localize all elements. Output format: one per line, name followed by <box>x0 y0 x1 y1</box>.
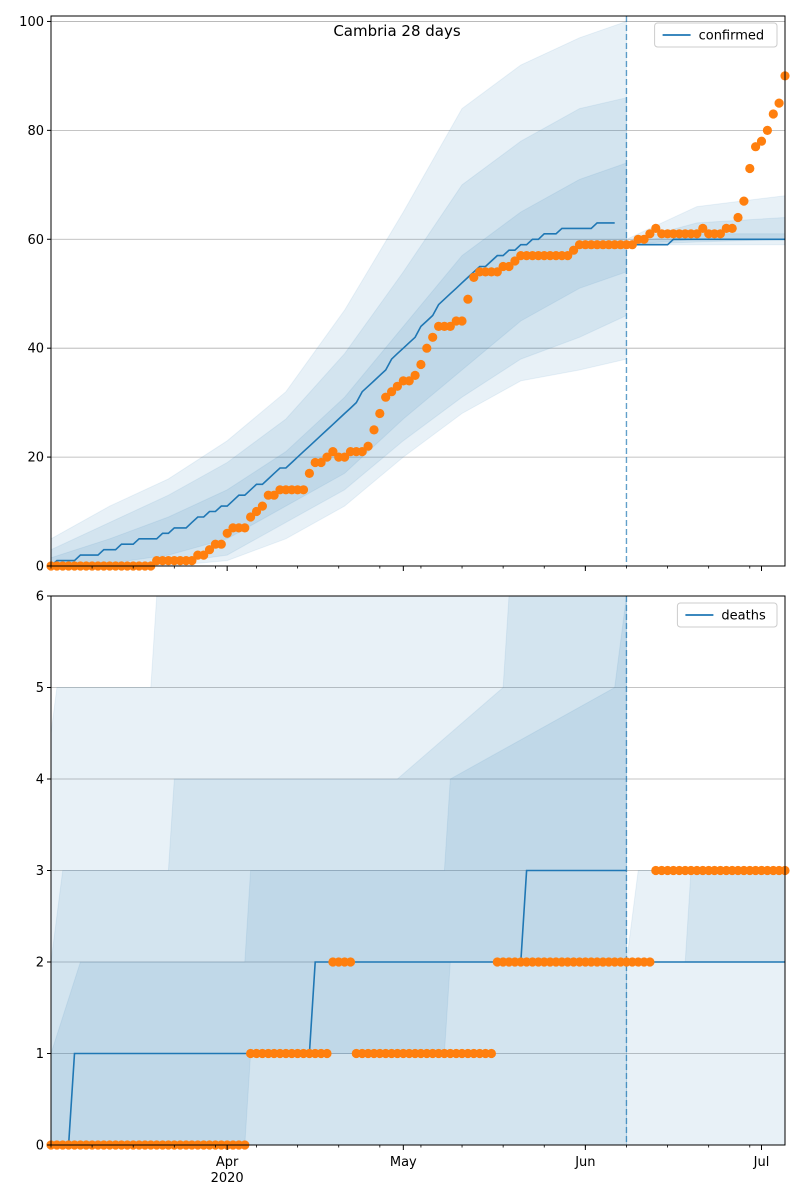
observed-point <box>387 387 397 397</box>
observed-point <box>410 370 420 380</box>
observed-point <box>381 392 391 402</box>
observed-point <box>298 485 309 495</box>
observed-point <box>739 196 749 206</box>
observed-point <box>756 136 767 146</box>
y-tick-label: 0 <box>36 1139 44 1154</box>
observed-point <box>369 425 379 435</box>
legend-box <box>676 602 778 628</box>
legend-label: confirmed <box>699 29 765 44</box>
observed-point <box>187 556 197 566</box>
y-tick-label: 20 <box>27 451 44 466</box>
observed-point <box>204 545 215 555</box>
chart-title: Cambria 28 days <box>333 22 461 40</box>
series-line <box>51 869 627 1145</box>
observed-point <box>692 229 702 239</box>
observed-point <box>445 321 455 331</box>
plot-area <box>51 596 785 1145</box>
observed-point <box>569 245 579 255</box>
observed-point <box>269 490 279 500</box>
x-tick-label: Apr <box>216 1155 239 1170</box>
confirmed-panel: 0 20 40 60 80 100 confirmed <box>19 15 790 575</box>
observed-point <box>257 501 267 511</box>
observed-point <box>457 316 467 326</box>
series-line <box>51 222 615 566</box>
observed-point <box>627 240 637 250</box>
y-tick-label: 80 <box>27 124 44 139</box>
y-tick-label: 0 <box>36 560 44 575</box>
y-tick-label: 60 <box>27 233 44 248</box>
observed-point <box>322 452 332 462</box>
x-tick-label: Jul <box>753 1155 770 1170</box>
observed-point <box>463 294 473 304</box>
observed-point <box>745 163 755 174</box>
observed-point <box>645 957 655 967</box>
axes-frame <box>50 15 786 567</box>
observed-point <box>216 539 226 549</box>
observed-point <box>698 223 708 233</box>
uncertainty-band <box>51 596 627 1145</box>
observed-point <box>199 550 209 560</box>
observed-point <box>774 98 784 108</box>
x-tick-year-label: 2020 <box>211 1171 244 1186</box>
uncertainty-band <box>626 870 785 1145</box>
observed-point <box>428 332 438 342</box>
y-tick-label: 3 <box>36 864 44 879</box>
observed-point <box>422 343 432 353</box>
observed-point <box>651 223 661 233</box>
observed-point <box>727 223 737 233</box>
plot-area <box>51 20 785 566</box>
y-tick-label: 100 <box>19 15 44 30</box>
observed-point <box>639 234 649 244</box>
y-tick-label: 6 <box>36 590 44 605</box>
observed-point <box>416 359 426 370</box>
observed-point <box>322 1048 332 1059</box>
observed-point <box>563 251 573 261</box>
observed-point <box>345 957 356 967</box>
legend-box <box>654 22 778 48</box>
observed-point <box>486 1048 496 1059</box>
observed-point <box>316 457 326 468</box>
observed-point <box>357 447 367 457</box>
observed-point <box>246 512 256 522</box>
legend: deaths <box>676 602 778 628</box>
y-tick-label: 5 <box>36 681 44 696</box>
observed-point <box>469 272 479 282</box>
observed-point <box>392 381 402 391</box>
observed-point <box>492 267 502 277</box>
observed-points <box>46 71 790 571</box>
observed-point <box>375 408 385 419</box>
observed-point <box>645 229 655 239</box>
uncertainty-band <box>51 596 627 1145</box>
observed-point <box>768 109 778 119</box>
observed-point <box>733 212 743 223</box>
observed-point <box>240 523 250 533</box>
observed-point <box>328 447 338 457</box>
legend-label: deaths <box>721 609 766 624</box>
observed-point <box>251 506 262 517</box>
y-tick-label: 4 <box>36 773 44 788</box>
observed-point <box>340 452 350 462</box>
observed-point <box>510 256 520 266</box>
observed-point <box>762 125 773 135</box>
y-tick-label: 2 <box>36 956 44 971</box>
x-tick-label: Jun <box>574 1155 595 1170</box>
observed-point <box>363 441 373 451</box>
legend: confirmed <box>654 22 778 48</box>
y-tick-label: 1 <box>36 1047 44 1062</box>
observed-point <box>304 468 314 478</box>
x-tick-label: May <box>390 1155 417 1170</box>
observed-point <box>222 528 232 538</box>
projection-line <box>626 238 785 246</box>
observed-point <box>504 261 514 272</box>
y-tick-label: 40 <box>27 342 44 357</box>
observed-point <box>715 229 726 239</box>
observed-point <box>404 376 414 386</box>
observed-point <box>751 142 761 152</box>
